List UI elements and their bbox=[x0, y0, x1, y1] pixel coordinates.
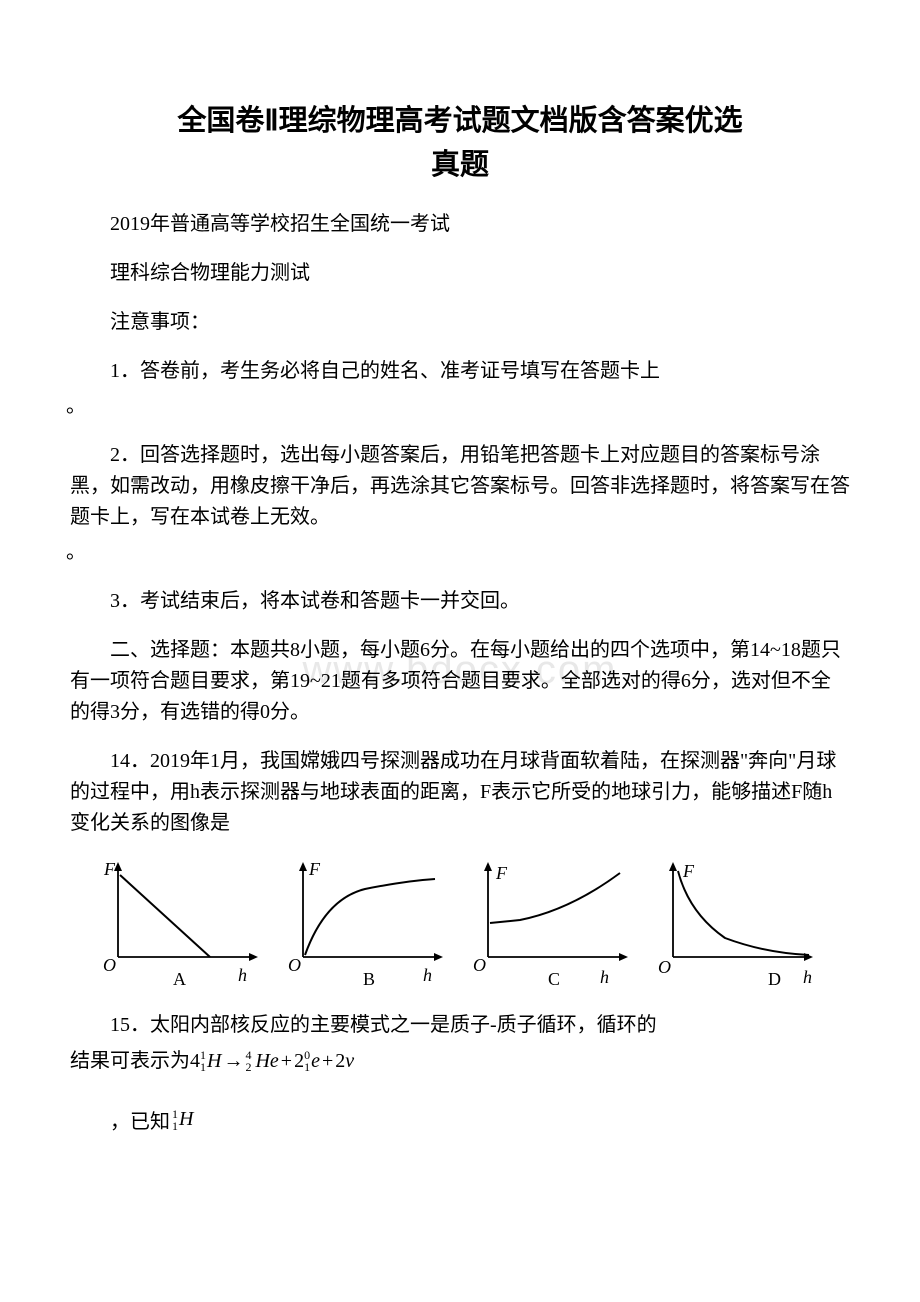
chart-c-origin: O bbox=[473, 955, 486, 975]
section-2-instructions: 二、选择题：本题共8小题，每小题6分。在每小题给出的四个选项中，第14~18题只… bbox=[70, 635, 850, 728]
document-content: 全国卷Ⅱ理综物理高考试题文档版含答案优选 真题 2019年普通高等学校招生全国统… bbox=[70, 100, 850, 1134]
chart-d-y-label: F bbox=[682, 861, 695, 881]
chart-c-option-label: C bbox=[548, 969, 560, 989]
chart-c-x-label: h bbox=[600, 967, 609, 987]
chart-a-option-label: A bbox=[173, 969, 186, 989]
formula-coef-3: 2 bbox=[335, 1045, 345, 1077]
formula-e-supsub: 0 1 bbox=[304, 1049, 310, 1073]
chart-b-origin: O bbox=[288, 955, 301, 975]
notice-item-1: 1．答卷前，考生务必将自己的姓名、准考证号填写在答题卡上 bbox=[70, 356, 850, 387]
document-title: 全国卷Ⅱ理综物理高考试题文档版含答案优选 真题 bbox=[70, 100, 850, 187]
chart-c-y-label: F bbox=[495, 863, 508, 883]
notice-item-2: 2．回答选择题时，选出每小题答案后，用铅笔把答题卡上对应题目的答案标号涂黑，如需… bbox=[70, 440, 850, 533]
formula-known-supsub: 1 1 bbox=[172, 1108, 178, 1132]
chart-d-x-label: h bbox=[803, 967, 812, 987]
question-15-formula-line: 结果可表示为 4 1 1 H → 4 2 He + 2 0 1 e + 2 v bbox=[70, 1045, 850, 1077]
q15-result-prefix: 结果可表示为 bbox=[70, 1045, 190, 1077]
formula-h1-supsub: 1 1 bbox=[200, 1049, 206, 1073]
chart-d-option-label: D bbox=[768, 969, 781, 989]
chart-d-origin: O bbox=[658, 957, 671, 977]
question-15-known-line: ，已知 1 1 H bbox=[110, 1105, 850, 1134]
formula-arrow: → bbox=[223, 1045, 243, 1077]
exam-subject-line: 理科综合物理能力测试 bbox=[70, 258, 850, 289]
formula-known-h: H bbox=[179, 1108, 193, 1131]
formula-plus-1: + bbox=[281, 1045, 292, 1077]
question-15-line1: 15．太阳内部核反应的主要模式之一是质子-质子循环，循环的 bbox=[70, 1010, 850, 1041]
chart-b-option-label: B bbox=[363, 969, 375, 989]
question-14: 14．2019年1月，我国嫦娥四号探测器成功在月球背面软着陆，在探测器"奔向"月… bbox=[70, 746, 850, 839]
exam-year-line: 2019年普通高等学校招生全国统一考试 bbox=[70, 209, 850, 240]
formula-coef-1: 4 bbox=[190, 1045, 200, 1077]
chart-a-y-label: F bbox=[103, 859, 116, 879]
chart-b-x-label: h bbox=[423, 965, 432, 985]
notice-item-1-overflow: 。 bbox=[66, 391, 850, 422]
formula-e-symbol: e bbox=[311, 1045, 320, 1077]
chart-a-x-label: h bbox=[238, 965, 247, 985]
notice-item-3: 3．考试结束后，将本试卷和答题卡一并交回。 bbox=[70, 586, 850, 617]
formula-h1-symbol: H bbox=[207, 1045, 221, 1077]
chart-option-b: F O h B bbox=[283, 857, 453, 992]
chart-b-y-label: F bbox=[308, 859, 321, 879]
q15-known-prefix: ，已知 bbox=[110, 1105, 170, 1134]
chart-option-a: F O h A bbox=[98, 857, 268, 992]
formula-he-supsub: 4 2 bbox=[245, 1049, 251, 1073]
formula-plus-2: + bbox=[322, 1045, 333, 1077]
notice-heading: 注意事项： bbox=[70, 307, 850, 338]
chart-option-d: F O h D bbox=[653, 857, 823, 992]
title-line-2: 真题 bbox=[431, 149, 489, 181]
formula-he-symbol: He bbox=[255, 1045, 278, 1077]
chart-option-c: F O h C bbox=[468, 857, 638, 992]
chart-a-origin: O bbox=[103, 955, 116, 975]
title-line-1: 全国卷Ⅱ理综物理高考试题文档版含答案优选 bbox=[177, 105, 742, 137]
formula-coef-2: 2 bbox=[294, 1045, 304, 1077]
notice-item-2-overflow: 。 bbox=[66, 537, 850, 568]
question-14-charts: F O h A F O h B F O h C bbox=[70, 857, 850, 992]
formula-nu-symbol: v bbox=[345, 1045, 354, 1077]
